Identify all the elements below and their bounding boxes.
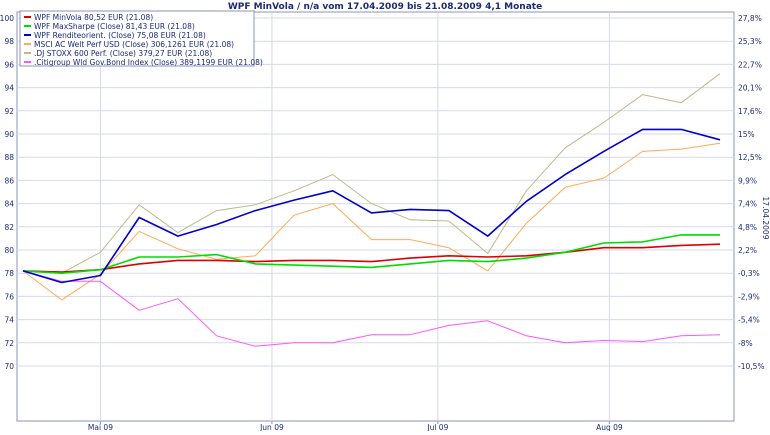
- y-right-tick-label: -8%: [738, 339, 753, 348]
- series-line-5: [22, 73, 721, 274]
- y-tick-label: 72: [4, 339, 14, 348]
- series-line-3: [22, 128, 721, 284]
- legend-label: WPF MinVola 80,52 EUR (21.08): [34, 13, 153, 22]
- y-tick-label: 74: [4, 316, 14, 325]
- y-tick-label: 94: [4, 84, 14, 93]
- right-axis-label: 17.04.2009: [761, 197, 770, 240]
- y-right-tick-label: 22,7%: [738, 60, 762, 69]
- y-tick-label: 80: [4, 246, 14, 255]
- y-tick-label: 88: [4, 153, 14, 162]
- y-tick-label: 82: [4, 223, 14, 232]
- series-line-6: [22, 270, 721, 347]
- series-line-4: [22, 142, 721, 301]
- y-tick-label: 70: [4, 362, 14, 371]
- y-tick-label: 92: [4, 107, 14, 116]
- y-right-tick-label: 7,4%: [738, 200, 757, 209]
- legend-label: WPF Renditeorient. (Close) 75,08 EUR (21…: [34, 31, 206, 40]
- chart-title: WPF MinVola / n/a vom 17.04.2009 bis 21.…: [228, 2, 542, 12]
- y-right-tick-label: -10,5%: [738, 362, 765, 371]
- y-right-tick-label: 25,3%: [738, 37, 762, 46]
- y-right-tick-label: 9,9%: [738, 176, 757, 185]
- x-tick-label: Mai 09: [88, 423, 113, 431]
- y-tick-label: 78: [4, 269, 14, 278]
- x-tick-label: Aug 09: [596, 423, 623, 431]
- legend-label: MSCI AC Welt Perf USD (Close) 306,1261 E…: [34, 40, 234, 49]
- legend-label: .Citigroup Wld Gov.Bond Index (Close) 38…: [34, 58, 263, 67]
- legend-box: [19, 10, 255, 67]
- legend: WPF MinVola 80,52 EUR (21.08)WPF MaxShar…: [19, 10, 263, 67]
- y-tick-label: 100: [0, 14, 14, 23]
- x-tick-label: Jun 09: [259, 423, 284, 431]
- y-tick-label: 98: [4, 37, 14, 46]
- series-line-2: [22, 234, 720, 275]
- y-tick-label: 90: [4, 130, 14, 139]
- y-right-tick-label: -2,9%: [738, 292, 760, 301]
- y-right-tick-label: 12,5%: [738, 153, 762, 162]
- y-right-tick-label: -5,4%: [738, 316, 760, 325]
- x-axis: Mai 09 Jun 09 Jul 09 Aug 09: [88, 421, 623, 432]
- series-group: [22, 73, 721, 347]
- y-tick-label: 84: [4, 200, 14, 209]
- y-right-tick-label: 15%: [738, 130, 755, 139]
- y-tick-label: 96: [4, 60, 14, 69]
- y-right-tick-label: 17,6%: [738, 107, 762, 116]
- y-axis-right: 27,8% 25,3% 22,7% 20,1% 17,6% 15% 12,5% 9,9% 7,4…: [738, 14, 765, 371]
- y-right-tick-label: 2,2%: [738, 246, 757, 255]
- y-right-tick-label: 4,8%: [738, 223, 757, 232]
- y-tick-label: 76: [4, 292, 14, 301]
- legend-label: WPF MaxSharpe (Close) 81,43 EUR (21.08): [34, 22, 195, 31]
- series-line-1: [22, 243, 721, 273]
- x-tick-label: Jul 09: [426, 423, 448, 431]
- y-right-tick-label: 27,8%: [738, 14, 762, 23]
- plot-area: [16, 11, 735, 422]
- legend-label: .DJ STOXX 600 Perf. (Close) 379,27 EUR (…: [34, 49, 212, 58]
- y-tick-label: 86: [4, 176, 14, 185]
- y-right-tick-label: -0,3%: [738, 269, 760, 278]
- y-axis-left: 100 98 96 94 92 90 88 86 84 82 80 78 76 74 72 70: [0, 14, 14, 371]
- y-right-tick-label: 20,1%: [738, 84, 762, 93]
